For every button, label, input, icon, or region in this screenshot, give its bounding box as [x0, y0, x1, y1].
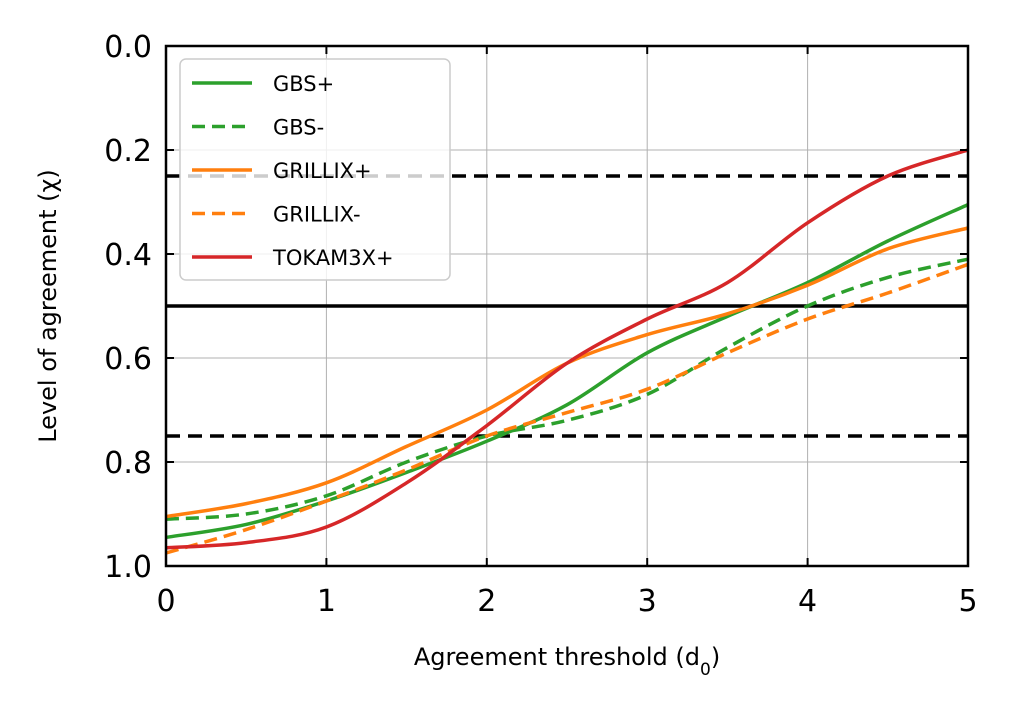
legend: GBS+ GBS- GRILLIX+ GRILLIX- TOKAM3X+ — [179, 58, 451, 281]
x-tick-label: 0 — [156, 584, 175, 619]
legend-box — [179, 58, 451, 281]
legend-label: GRILLIX+ — [273, 159, 372, 183]
legend-label: GBS- — [273, 116, 324, 140]
series-line-grillix — [165, 262, 969, 555]
x-tick-label: 4 — [798, 584, 817, 619]
x-tick-label: 2 — [477, 584, 496, 619]
axis-ticks: 0 1 2 3 4 5 0.0 0.2 0.4 0.6 0.8 1.0 — [104, 30, 977, 619]
x-axis-label: Agreement threshold (d0) — [414, 643, 720, 680]
y-tick-label: 0.4 — [104, 238, 152, 273]
y-axis-label: Level of agreement (χ) — [34, 169, 62, 443]
x-tick-label: 5 — [958, 584, 977, 619]
legend-label: GRILLIX- — [273, 203, 361, 227]
x-tick-label: 1 — [317, 584, 336, 619]
series-line-gbs — [165, 257, 969, 521]
legend-label: TOKAM3X+ — [272, 246, 394, 270]
y-tick-label: 0.0 — [104, 30, 152, 65]
y-tick-label: 0.2 — [104, 134, 152, 169]
y-tick-label: 0.8 — [104, 446, 152, 481]
legend-label: GBS+ — [273, 72, 334, 96]
y-tick-label: 1.0 — [104, 550, 152, 585]
x-tick-label: 3 — [638, 584, 657, 619]
series-line-tokam3x — [165, 148, 969, 550]
y-tick-label: 0.6 — [104, 342, 152, 377]
series-lines — [165, 148, 969, 555]
plot-frame — [164, 44, 970, 568]
